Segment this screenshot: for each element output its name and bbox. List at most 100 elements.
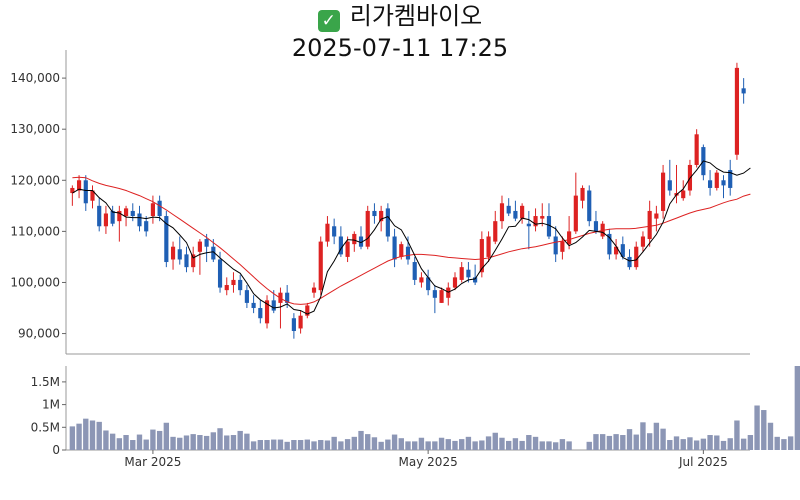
candle-down [553, 236, 558, 255]
volume-bar [170, 436, 176, 450]
volume-bar [512, 438, 519, 450]
volume-bar [626, 429, 633, 450]
candle-down [130, 210, 135, 217]
candle-down [707, 180, 713, 188]
x-tick-label: Jul 2025 [678, 455, 728, 469]
volume-y-tick-label: 1M [42, 398, 60, 412]
price-y-tick-label: 120,000 [10, 173, 60, 187]
volume-y-tick-label: 1.5M [31, 375, 60, 389]
candle-up [567, 231, 572, 245]
volume-bar [143, 439, 149, 450]
volume-bar [224, 435, 230, 450]
volume-bar [492, 432, 498, 450]
volume-bar [693, 440, 700, 450]
volume-bar [747, 435, 754, 450]
volume-bar [418, 437, 425, 450]
price-y-tick-label: 90,000 [18, 327, 60, 341]
price-y-tick-label: 130,000 [10, 122, 60, 136]
volume-bar [526, 435, 532, 450]
volume-bar [130, 440, 136, 450]
candle-up [573, 195, 578, 232]
volume-bar [754, 405, 760, 450]
candle-up [191, 254, 196, 268]
candle-down [506, 205, 511, 214]
volume-bar [687, 437, 693, 450]
title-timestamp: 2025-07-11 17:25 [291, 34, 509, 62]
volume-bar [425, 441, 431, 450]
volume-bar [432, 441, 438, 450]
candle-up [520, 205, 525, 219]
volume-bar [156, 430, 163, 450]
volume-bar [667, 440, 673, 450]
volume-bar [163, 422, 170, 450]
volume-bar [412, 441, 418, 450]
candle-up [459, 267, 464, 280]
candle-up [76, 180, 82, 191]
volume-bar [767, 422, 774, 450]
volume-bar [720, 440, 727, 450]
volume-bar [539, 441, 545, 450]
moving-average-long-line [72, 176, 751, 305]
candle-up [170, 246, 176, 260]
candle-up [714, 172, 719, 188]
candle-down [466, 269, 471, 278]
volume-bar [485, 436, 492, 450]
candle-up [634, 246, 639, 268]
volume-bar [378, 441, 384, 450]
volume-bar [203, 435, 210, 450]
volume-bar [244, 433, 250, 450]
volume-bar [465, 436, 472, 450]
title-line-company: ✓ 리가켐바이오 [0, 0, 800, 32]
check-mark-icon: ✓ [317, 10, 340, 32]
candle-up [647, 210, 652, 240]
candle-down [291, 318, 296, 332]
candle-down [271, 300, 276, 311]
volume-bar [318, 440, 324, 450]
volume-bar [438, 437, 445, 450]
volume-bar [89, 420, 96, 450]
volume-bar [700, 438, 707, 450]
volume-bar [620, 435, 626, 450]
volume-bar [586, 441, 592, 450]
volume-bar [371, 437, 378, 450]
volume-bar [150, 429, 156, 450]
candle-down [204, 239, 209, 247]
candle-up [197, 241, 202, 252]
candle-up [298, 315, 303, 329]
volume-bar [324, 440, 331, 450]
price-y-tick-label: 110,000 [10, 224, 60, 238]
candle-down [238, 279, 243, 291]
candle-down [426, 277, 431, 291]
candle-up [640, 236, 646, 247]
candle-down [385, 208, 390, 237]
candle-down [372, 210, 377, 217]
candle-up [379, 210, 384, 222]
volume-bar [673, 436, 680, 450]
price-y-tick-label: 140,000 [10, 71, 60, 85]
volume-bar [391, 434, 398, 450]
volume-bar [344, 439, 351, 450]
volume-bar [365, 434, 371, 450]
candle-down [593, 221, 599, 232]
candle-down [432, 290, 437, 298]
volume-bar [83, 418, 89, 450]
candle-up [318, 241, 323, 291]
volume-bar [304, 439, 310, 450]
volume-bar [116, 438, 123, 450]
candle-down [721, 180, 726, 186]
volume-bar [69, 426, 76, 450]
candle-up [90, 190, 95, 201]
candle-up [734, 67, 740, 155]
candle-down [741, 88, 746, 94]
candle-down [211, 246, 216, 260]
candle-down [258, 308, 263, 319]
volume-bar [183, 435, 190, 450]
volume-bar [385, 439, 391, 450]
candle-down [473, 277, 478, 283]
company-name: 리가켐바이오 [349, 2, 483, 30]
volume-bar [727, 438, 733, 450]
candle-up [614, 246, 619, 255]
volume-bar [210, 432, 217, 450]
volume-bar [479, 440, 485, 450]
candle-up [681, 190, 686, 199]
